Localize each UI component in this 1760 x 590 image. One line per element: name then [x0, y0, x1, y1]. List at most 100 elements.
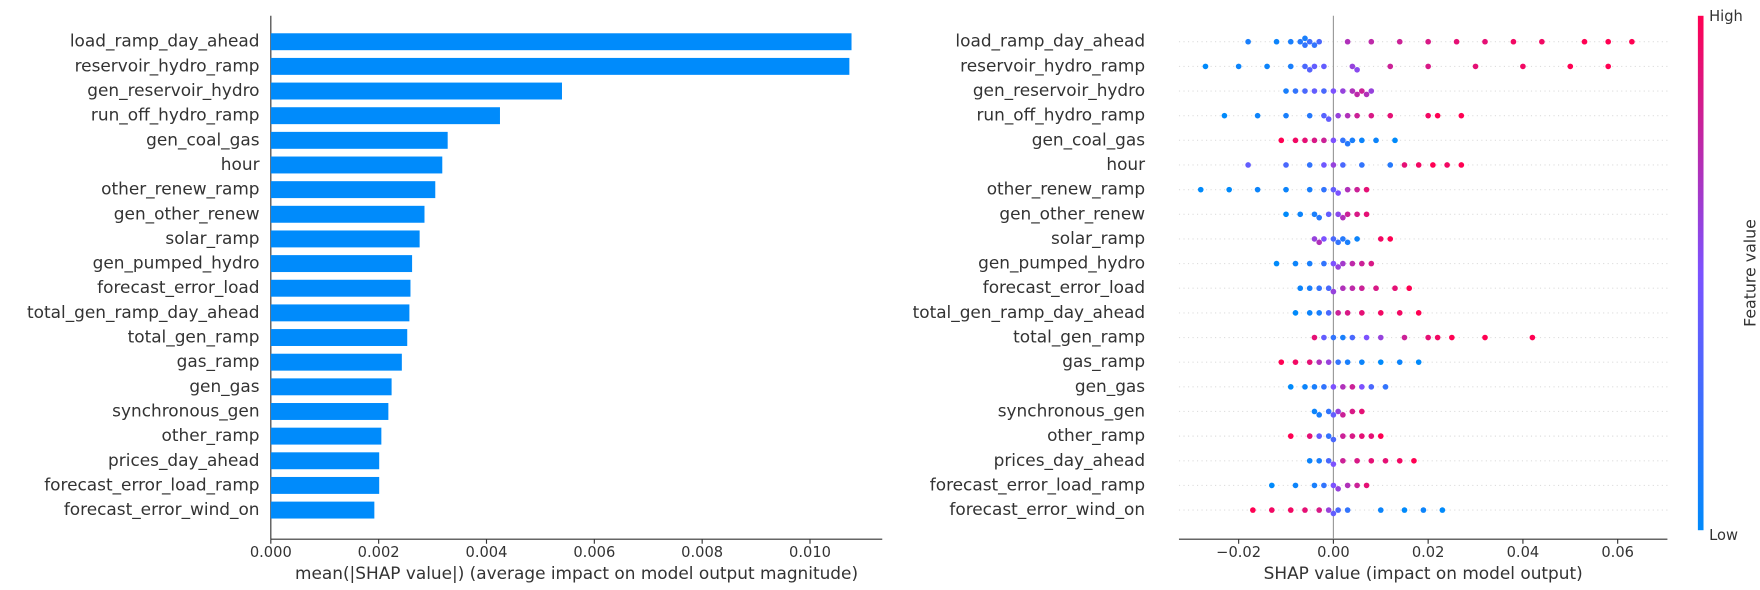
shap-point [1359, 162, 1365, 168]
shap-point [1401, 507, 1408, 513]
bar [270, 156, 443, 174]
shap-point [1283, 186, 1289, 193]
shap-point [1377, 310, 1384, 316]
shap-point [1273, 260, 1280, 267]
shap-point [1268, 507, 1275, 513]
y-tick-label: gen_pumped_hydro [93, 253, 260, 274]
shap-point [1321, 482, 1327, 489]
shap-point [1287, 433, 1294, 439]
x-tick-label: 0.04 [1507, 544, 1540, 561]
shap-point [1330, 162, 1337, 168]
shap-point [1292, 88, 1299, 94]
shap-point [1321, 334, 1327, 341]
shap-point [1335, 485, 1341, 492]
shap-point [1392, 137, 1398, 144]
x-axis-label: SHAP value (impact on model output) [1264, 563, 1583, 583]
shap-point [1245, 38, 1251, 45]
shap-point [1425, 112, 1431, 119]
shap-point [1382, 384, 1389, 390]
shap-point [1396, 359, 1403, 365]
shap-point [1302, 88, 1308, 94]
shap-point [1387, 236, 1394, 242]
shap-point [1363, 186, 1370, 193]
bar [270, 131, 448, 149]
shap-point [1335, 507, 1341, 513]
shap-point [1444, 162, 1450, 168]
shap-point [1325, 457, 1332, 464]
shap-point [1377, 334, 1384, 341]
bar [270, 378, 392, 396]
shap-point [1335, 359, 1341, 365]
shap-point [1311, 137, 1318, 144]
y-tick-label: run_off_hydro_ramp [91, 105, 260, 126]
shap-point [1316, 359, 1323, 365]
bar [270, 427, 382, 445]
shap-point [1245, 162, 1251, 168]
colorbar-high: High [1709, 8, 1743, 25]
y-tick-label: total_gen_ramp [1013, 327, 1145, 348]
shap-point [1325, 211, 1332, 218]
y-tick-label: total_gen_ramp_day_ahead [27, 302, 260, 323]
y-tick-label: gen_pumped_hydro [978, 253, 1145, 274]
shap-point [1373, 285, 1379, 292]
shap-point [1340, 334, 1346, 341]
shap-point [1377, 359, 1384, 365]
bar [270, 181, 436, 199]
shap-point [1316, 412, 1323, 418]
shap-point [1340, 285, 1346, 292]
y-tick-label: forecast_error_load_ramp [44, 474, 259, 495]
shap-point [1330, 482, 1337, 489]
shap-point [1316, 507, 1323, 513]
shap-point [1359, 88, 1365, 94]
y-tick-label: total_gen_ramp_day_ahead [913, 302, 1146, 323]
shap-point [1330, 461, 1337, 467]
y-tick-label: gen_other_renew [999, 203, 1145, 224]
shap-point [1368, 112, 1375, 119]
x-tick-label: 0.000 [250, 544, 292, 561]
y-tick-label: gen_reservoir_hydro [973, 80, 1145, 101]
shap-point [1340, 88, 1346, 94]
shap-point [1306, 260, 1313, 267]
shap-point [1344, 310, 1351, 316]
shap-point [1302, 507, 1308, 513]
shap-point [1349, 433, 1356, 439]
shap-point [1359, 359, 1365, 365]
shap-point [1605, 63, 1612, 70]
shap-point [1344, 140, 1351, 147]
shap-point [1373, 137, 1379, 144]
shap-point [1482, 334, 1488, 341]
shap-point [1359, 433, 1365, 439]
shap-point [1316, 457, 1323, 464]
shap-point [1311, 63, 1318, 70]
shap-point [1202, 63, 1209, 70]
shap-point [1430, 162, 1436, 168]
shap-point [1415, 162, 1422, 168]
shap-point [1354, 211, 1360, 218]
y-tick-label: hour [1106, 154, 1145, 174]
y-tick-label: gen_coal_gas [146, 129, 259, 150]
shap-point [1292, 359, 1299, 365]
y-tick-label: gas_ramp [1062, 351, 1145, 372]
shap-point [1377, 507, 1384, 513]
bar [270, 501, 375, 519]
shap-point [1344, 239, 1351, 246]
shap-point [1344, 211, 1351, 218]
y-tick-label: hour [221, 154, 260, 174]
shap-point [1325, 507, 1332, 513]
shap-point [1330, 288, 1337, 295]
x-tick-label: 0.010 [789, 544, 831, 561]
y-tick-label: prices_day_ahead [108, 450, 259, 471]
shap-point [1325, 285, 1332, 292]
shap-point [1287, 63, 1294, 70]
y-tick-label: load_ramp_day_ahead [955, 31, 1145, 52]
shap-point [1354, 236, 1360, 242]
shap-point [1359, 137, 1365, 144]
shap-point [1581, 38, 1588, 45]
shap-point [1325, 359, 1332, 365]
shap-point [1340, 137, 1346, 144]
shap-point [1349, 285, 1356, 292]
shap-point [1425, 63, 1431, 70]
x-tick-label: 0.008 [681, 544, 723, 561]
shap-point [1354, 66, 1360, 73]
